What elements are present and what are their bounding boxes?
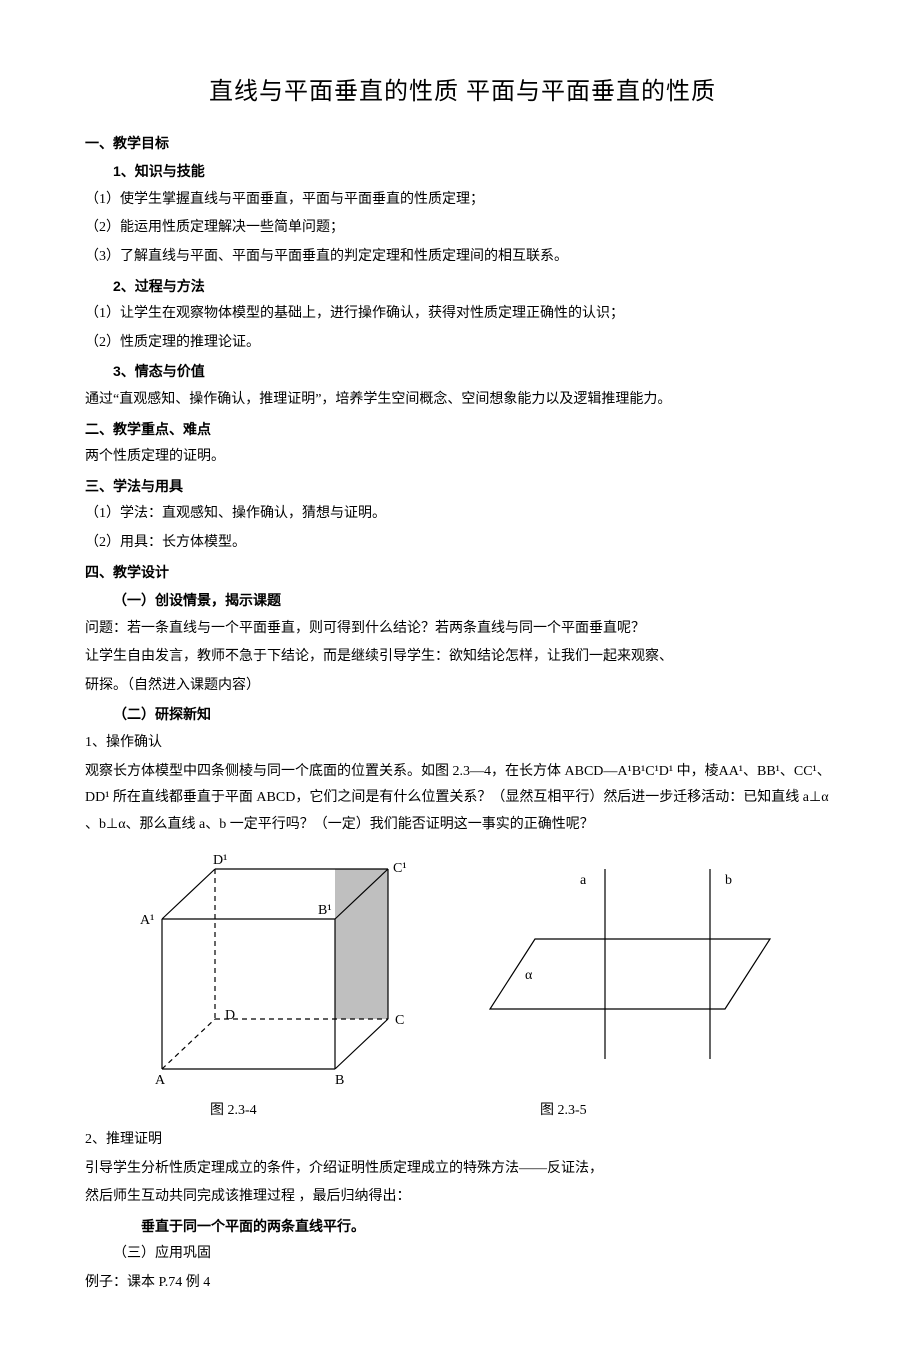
label-A1: A¹ [140,913,154,928]
section-1-heading: 一、教学目标 [85,130,840,157]
label-a: a [580,873,587,888]
section-2-heading: 二、教学重点、难点 [85,416,840,443]
plane-figure: a b α [435,844,795,1094]
section-1-3-heading: 3、情态与价值 [113,358,840,385]
section-4-1-line: 问题：若一条直线与一个平面垂直，则可得到什么结论？若两条直线与同一个平面垂直呢？ [85,616,840,643]
section-4-1-heading: （一）创设情景，揭示课题 [113,587,840,614]
cuboid-figure: A B C D A¹ B¹ C¹ D¹ [85,844,425,1094]
cuboid-caption: 图 2.3-4 [210,1098,440,1125]
section-4-3-text: 例子：课本 P.74 例 4 [85,1270,840,1297]
figure-row: A B C D A¹ B¹ C¹ D¹ a b α [85,844,840,1094]
label-B: B [335,1073,344,1088]
section-1-1-item: （3）了解直线与平面、平面与平面垂直的判定定理和性质定理间的相互联系。 [85,244,840,271]
label-b: b [725,873,732,888]
section-3-heading: 三、学法与用具 [85,473,840,500]
section-1-2-item: （1）让学生在观察物体模型的基础上，进行操作确认，获得对性质定理正确性的认识； [85,301,840,328]
section-4-2-step1: 1、操作确认 [85,730,840,757]
section-1-2-heading: 2、过程与方法 [113,273,840,300]
section-4-heading: 四、教学设计 [85,559,840,586]
label-B1: B¹ [318,903,332,918]
section-4-1-line: 让学生自由发言，教师不急于下结论，而是继续引导学生：欲知结论怎样，让我们一起来观… [85,644,840,671]
section-4-2-heading: （二）研探新知 [113,701,840,728]
section-4-3-heading: （三）应用巩固 [113,1241,840,1268]
section-2-text: 两个性质定理的证明。 [85,444,840,471]
section-1-2-item: （2）性质定理的推理论证。 [85,330,840,357]
page-title: 直线与平面垂直的性质 平面与平面垂直的性质 [85,70,840,116]
label-alpha: α [525,968,533,983]
figure-captions: 图 2.3-4 图 2.3-5 [125,1098,840,1125]
section-1-3-text: 通过“直观感知、操作确认，推理证明”，培养学生空间概念、空间想象能力以及逻辑推理… [85,387,840,414]
section-4-2-conclusion: 垂直于同一个平面的两条直线平行。 [141,1213,840,1240]
section-4-1-tail: 研探。（自然进入课题内容） [85,673,840,700]
label-C: C [395,1013,404,1028]
plane-caption: 图 2.3-5 [540,1098,740,1125]
section-3-item: （2）用具：长方体模型。 [85,530,840,557]
section-4-2-para: 观察长方体模型中四条侧棱与同一个底面的位置关系。如图 2.3—4，在长方体 AB… [85,759,840,839]
label-A: A [155,1073,166,1088]
section-4-2-step2: 2、推理证明 [85,1127,840,1154]
section-1-1-item: （2）能运用性质定理解决一些简单问题； [85,215,840,242]
section-3-item: （1）学法：直观感知、操作确认，猜想与证明。 [85,501,840,528]
label-C1: C¹ [393,861,407,876]
section-1-1-heading: 1、知识与技能 [113,158,840,185]
section-1-1-item: （1）使学生掌握直线与平面垂直，平面与平面垂直的性质定理； [85,187,840,214]
label-D1: D¹ [213,853,227,868]
section-4-2-step2-line: 引导学生分析性质定理成立的条件，介绍证明性质定理成立的特殊方法——反证法， [85,1156,840,1183]
section-4-2-step2-line: 然后师生互动共同完成该推理过程 ，最后归纳得出： [85,1184,840,1211]
label-D: D [225,1008,235,1023]
